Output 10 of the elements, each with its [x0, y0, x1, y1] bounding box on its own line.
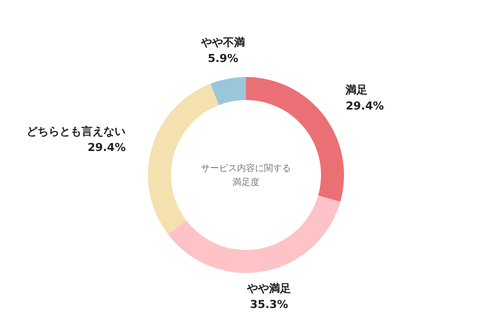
data-label: 5.9%	[208, 52, 238, 66]
text: サービス内容に関する	[201, 163, 291, 174]
slice-label: やや不満	[200, 36, 245, 50]
slice-label: どちらとも言えない	[26, 124, 126, 138]
slice-label: 満足	[344, 84, 368, 97]
data-label: 29.4%	[88, 140, 126, 154]
slice-label: やや満足	[246, 282, 292, 295]
data-label: 35.3%	[250, 298, 288, 311]
data-label: 29.4%	[346, 100, 384, 113]
text: 満足度	[232, 177, 260, 188]
